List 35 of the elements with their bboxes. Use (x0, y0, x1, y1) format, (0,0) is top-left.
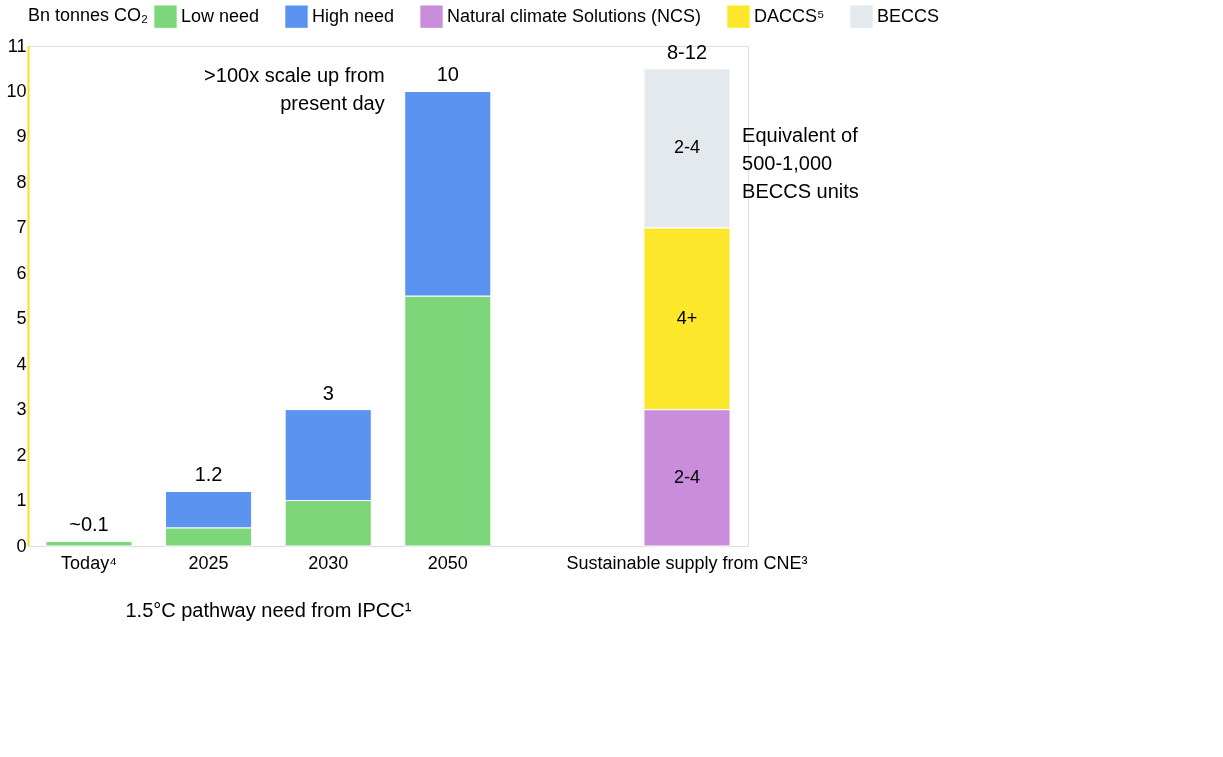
y-tick-label: 3 (16, 399, 27, 420)
legend-label: High need (312, 5, 395, 26)
legend-label: DACCS⁵ (754, 5, 825, 26)
y-tick-label: 9 (16, 126, 27, 147)
x-tick-label: 2030 (308, 552, 349, 573)
y-tick-label: 10 (6, 80, 27, 101)
y-tick-label: 4 (16, 353, 27, 374)
total-label: 3 (322, 381, 334, 404)
y-tick-label: 8 (16, 171, 27, 192)
x-tick-label: 2050 (427, 552, 468, 573)
total-label: ~0.1 (69, 513, 109, 536)
total-label: 8-12 (666, 40, 708, 63)
y-tick-label: 2 (16, 444, 27, 465)
y-tick-label: 7 (16, 217, 27, 238)
x-tick-label: Today⁴ (61, 552, 117, 573)
x-tick-label: Sustainable supply from CNE³ (566, 552, 808, 573)
data-label: 2-4 (674, 466, 701, 487)
data-label: 2-4 (674, 137, 701, 158)
y-tick-label: 5 (16, 308, 27, 329)
y-tick-label: 11 (7, 35, 27, 56)
y-tick-label: 1 (16, 490, 27, 511)
y-tick-label: 0 (16, 535, 27, 556)
legend-label: Low need (181, 5, 260, 26)
bar (45, 540, 133, 547)
total-label: 10 (436, 63, 459, 86)
legend-label: BECCS (877, 5, 940, 26)
legend-label: Natural climate Solutions (NCS) (447, 5, 702, 26)
total-label: 1.2 (194, 463, 223, 486)
data-label: 4+ (676, 307, 698, 328)
y-tick-label: 6 (16, 262, 27, 283)
annotation: Equivalent of 500-1,000 BECCS units (742, 124, 859, 202)
x-tick-label: 2025 (188, 552, 229, 573)
annotation: >100x scale up from present day (204, 64, 385, 114)
legend-title: Bn tonnes CO₂ (28, 5, 149, 25)
text: 1.5°C pathway need from IPCC¹ (125, 599, 412, 621)
